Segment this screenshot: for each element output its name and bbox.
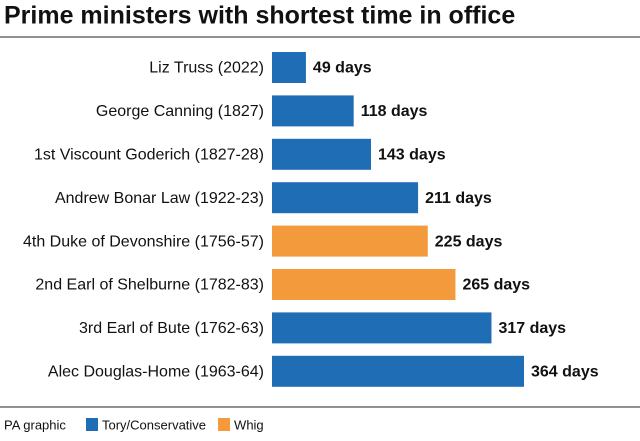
- bar: [272, 95, 354, 127]
- y-tick-label: Alec Douglas-Home (1963-64): [48, 364, 264, 381]
- data-label: 143 days: [378, 147, 446, 164]
- y-tick-label: 2nd Earl of Shelburne (1782-83): [35, 277, 264, 294]
- data-label: 225 days: [435, 233, 503, 250]
- data-label: 118 days: [361, 103, 428, 120]
- y-tick-label: Andrew Bonar Law (1922-23): [55, 190, 264, 207]
- bar: [272, 312, 492, 344]
- bar: [272, 182, 419, 214]
- y-tick-label: 1st Viscount Goderich (1827-28): [34, 147, 264, 164]
- bar: [272, 225, 428, 257]
- source: PA graphic: [4, 417, 66, 432]
- legend-swatch: [86, 418, 98, 431]
- y-tick-label: Liz Truss (2022): [149, 60, 264, 77]
- bar: [272, 355, 524, 387]
- legend-swatch: [218, 418, 231, 431]
- data-label: 49 days: [313, 60, 372, 77]
- legend-label: Whig: [234, 417, 264, 432]
- data-label: 364 days: [531, 364, 599, 381]
- y-tick-label: George Canning (1827): [96, 103, 264, 120]
- bar: [272, 269, 456, 300]
- data-label: 265 days: [462, 277, 530, 294]
- legend-label: Tory/Conservative: [102, 417, 206, 432]
- y-tick-label: 3rd Earl of Bute (1762-63): [79, 320, 264, 337]
- data-label: 211 days: [425, 190, 492, 207]
- chart-title: Prime ministers with shortest time in of…: [4, 2, 515, 30]
- bar: [272, 52, 306, 83]
- y-tick-label: 4th Duke of Devonshire (1756-57): [23, 233, 264, 250]
- data-label: 317 days: [498, 320, 566, 337]
- bar: [272, 138, 371, 170]
